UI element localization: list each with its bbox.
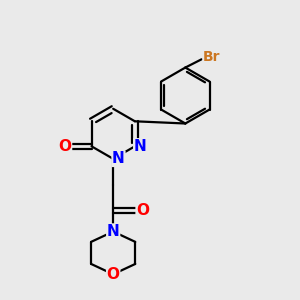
Text: N: N <box>112 151 125 166</box>
Text: O: O <box>58 139 71 154</box>
Text: O: O <box>136 203 149 218</box>
Text: O: O <box>107 267 120 282</box>
Text: N: N <box>107 224 120 239</box>
Text: N: N <box>134 139 146 154</box>
Text: Br: Br <box>203 50 220 64</box>
